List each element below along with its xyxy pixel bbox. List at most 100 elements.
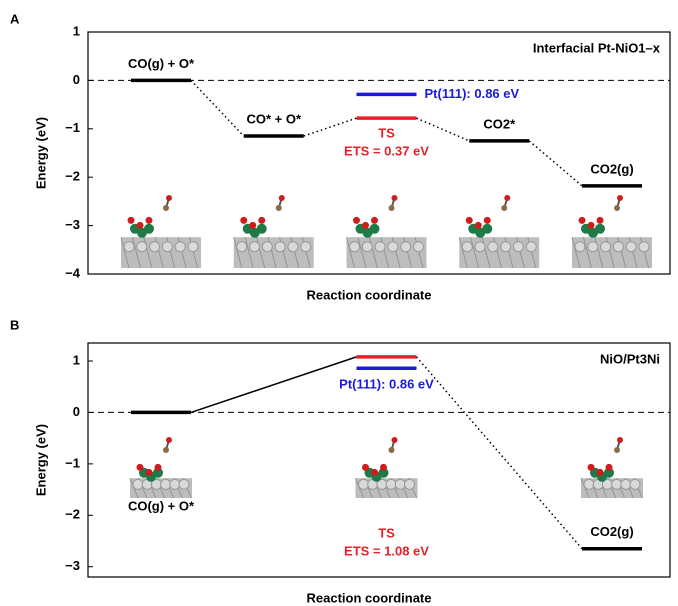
slab (572, 237, 652, 268)
atom-c (389, 205, 395, 211)
atom-o (588, 464, 595, 471)
atom-o (392, 437, 398, 443)
atom-pt (462, 242, 472, 252)
atom-o (258, 217, 265, 224)
structure (356, 437, 418, 498)
atom-o (597, 217, 604, 224)
chart-title: Interfacial Pt-NiO1–x (533, 40, 661, 55)
atom-pt (170, 479, 180, 489)
atom-pt (175, 242, 185, 252)
connector (529, 141, 582, 186)
atom-pt (405, 479, 415, 489)
atom-o (128, 217, 135, 224)
atom-pt (513, 242, 523, 252)
atom-pt (262, 242, 272, 252)
atom-ni (144, 224, 154, 234)
atom-o (380, 464, 387, 471)
connector (417, 357, 583, 549)
atom-o (617, 437, 623, 443)
atom-pt (584, 479, 594, 489)
atom-pt (501, 242, 511, 252)
level-label: CO(g) + O* (128, 56, 195, 71)
atom-pt (150, 242, 160, 252)
atom-pt (375, 242, 385, 252)
atom-pt (161, 479, 171, 489)
atom-pt (275, 242, 285, 252)
x-axis-label: Reaction coordinate (307, 287, 432, 302)
y-tick-label: −2 (65, 507, 80, 522)
atom-pt (488, 242, 498, 252)
atom-c (389, 447, 395, 453)
level-label: CO(g) + O* (128, 498, 195, 513)
atom-pt (179, 479, 189, 489)
ts-energy-annotation: ETS = 1.08 eV (344, 543, 429, 558)
atom-o (240, 217, 247, 224)
connector (304, 118, 357, 136)
ts-energy-annotation: ETS = 0.37 eV (344, 144, 429, 159)
slab (459, 237, 539, 268)
connector (191, 80, 244, 136)
atom-pt (362, 242, 372, 252)
y-tick-label: 1 (73, 352, 80, 367)
atom-o (588, 222, 595, 229)
level-label: CO2(g) (590, 161, 633, 176)
structure (459, 195, 539, 268)
atom-pt (401, 242, 411, 252)
atom-o (484, 217, 491, 224)
atom-c (163, 447, 169, 453)
atom-pt (288, 242, 298, 252)
atom-o (362, 464, 369, 471)
atom-pt (588, 242, 598, 252)
connector (417, 118, 470, 141)
atom-o (597, 469, 604, 476)
atom-o (475, 222, 482, 229)
atom-pt (237, 242, 247, 252)
atom-pt (613, 242, 623, 252)
panel-letter: A (10, 11, 20, 26)
atom-pt (575, 242, 585, 252)
atom-pt (162, 242, 172, 252)
atom-c (501, 205, 507, 211)
atom-o (504, 195, 510, 201)
atom-pt (601, 242, 611, 252)
atom-pt (359, 479, 369, 489)
atom-o (606, 464, 613, 471)
level-label: TS (378, 126, 395, 141)
level-label: CO* + O* (246, 111, 301, 126)
slab (347, 237, 427, 268)
atom-pt (137, 242, 147, 252)
structure (130, 437, 192, 498)
panel-letter: B (10, 317, 19, 332)
atom-o (249, 222, 256, 229)
y-tick-label: −3 (65, 558, 80, 573)
atom-o (279, 195, 285, 201)
connector (191, 357, 357, 413)
y-tick-label: 0 (73, 404, 80, 419)
y-tick-label: 1 (73, 23, 80, 38)
atom-o (371, 217, 378, 224)
atom-pt (388, 242, 398, 252)
atom-pt (526, 242, 536, 252)
atom-pt (350, 242, 360, 252)
atom-pt (250, 242, 260, 252)
structure (572, 195, 652, 268)
structure (234, 195, 314, 268)
atom-pt (639, 242, 649, 252)
y-tick-label: −1 (65, 455, 80, 470)
atom-o (392, 195, 398, 201)
level-label: CO2(g) (590, 524, 633, 539)
slab (121, 237, 201, 268)
atom-c (163, 205, 169, 211)
atom-o (617, 195, 623, 201)
atom-pt (133, 479, 143, 489)
figure: A Interfacial Pt-NiO1–x Reaction coordinat… (0, 0, 678, 606)
atom-pt (395, 479, 405, 489)
atom-o (466, 217, 473, 224)
atom-o (166, 195, 172, 201)
atom-o (137, 222, 144, 229)
atom-o (353, 217, 360, 224)
y-tick-label: 0 (73, 72, 80, 87)
atom-c (276, 205, 282, 211)
structure (347, 195, 427, 268)
x-axis-label: Reaction coordinate (307, 590, 432, 605)
